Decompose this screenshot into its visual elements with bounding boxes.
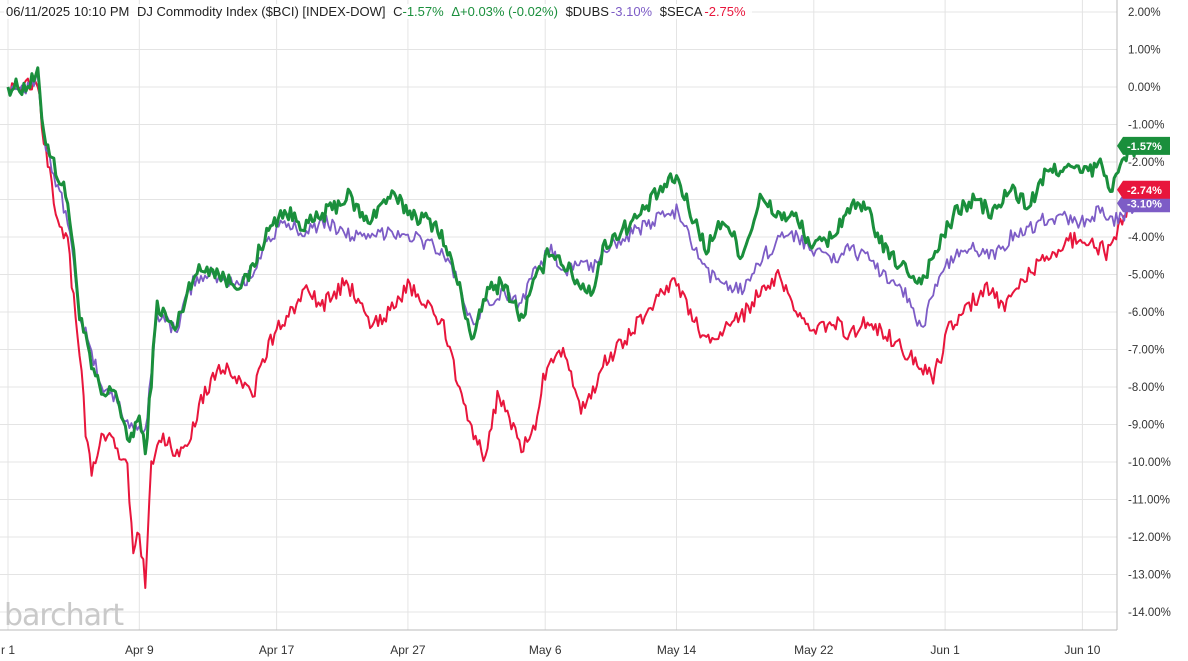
y-tick-label: -11.00% (1128, 495, 1170, 507)
y-tick-label: -2.00% (1128, 157, 1164, 169)
svg-text:-3.10%: -3.10% (1127, 198, 1162, 210)
x-tick-label: Jun 10 (1064, 643, 1100, 657)
header-series2-label: $DUBS (565, 4, 609, 19)
chart-header: 06/11/2025 10:10 PM DJ Commodity Index (… (4, 4, 752, 19)
y-tick-label: -7.00% (1128, 345, 1164, 357)
header-series3-label: $SECA (659, 4, 703, 19)
header-close-label: C (393, 4, 403, 19)
x-tick-label: Apr 9 (125, 643, 154, 657)
series-lines (6, 66, 1138, 589)
x-axis-ticks: r 1 Apr 9 Apr 17 Apr 27 May 6 May 14 May 22 Jun… (1, 643, 1101, 657)
x-tick-label: May 14 (657, 643, 697, 657)
header-datetime: 06/11/2025 10:10 PM (6, 4, 130, 19)
y-tick-label: -5.00% (1128, 270, 1164, 282)
y-tick-label: -13.00% (1128, 570, 1171, 582)
series-line-seca (7, 77, 1138, 589)
y-tick-label: -4.00% (1128, 232, 1164, 244)
x-tick-label: Jun 1 (930, 643, 960, 657)
y-axis-ticks: 2.00%1.00%0.00%-1.00%-2.00%-3.00%-4.00%-… (1128, 7, 1171, 619)
y-tick-label: -14.00% (1128, 607, 1171, 619)
series-line-bci (6, 66, 1138, 456)
last-value-tag-seca: -2.74% (1117, 180, 1170, 199)
x-tick-label: Apr 27 (390, 643, 426, 657)
y-tick-label: 1.00% (1128, 45, 1161, 57)
y-tick-label: -12.00% (1128, 532, 1171, 544)
y-tick-label: 2.00% (1128, 7, 1161, 19)
header-close-value: -1.57% (402, 4, 444, 19)
x-tick-label: r 1 (1, 643, 15, 657)
header-series2-value: -3.10% (610, 4, 653, 19)
grid-lines (0, 0, 1118, 631)
svg-text:-2.74%: -2.74% (1127, 185, 1162, 197)
x-tick-label: May 6 (529, 643, 562, 657)
x-tick-label: May 22 (794, 643, 834, 657)
y-tick-label: -9.00% (1128, 420, 1164, 432)
y-tick-label: -6.00% (1128, 307, 1164, 319)
series-line-dubs (7, 74, 1137, 434)
svg-text:-1.57%: -1.57% (1127, 141, 1162, 153)
y-tick-label: 0.00% (1128, 82, 1161, 94)
barchart-logo: barchart (4, 598, 124, 633)
x-tick-label: Apr 17 (259, 643, 295, 657)
header-change-value: Δ+0.03% (-0.02%) (451, 4, 558, 19)
last-value-tags: -1.57% -3.10%-2.74% (1117, 136, 1170, 213)
header-series3-value: -2.75% (704, 4, 746, 19)
y-tick-label: -1.00% (1128, 120, 1164, 132)
y-tick-label: -10.00% (1128, 457, 1171, 469)
last-value-tag-bci: -1.57% (1117, 136, 1170, 155)
y-tick-label: -8.00% (1128, 382, 1164, 394)
header-symbol: DJ Commodity Index ($BCI) [INDEX-DOW] (136, 4, 386, 19)
